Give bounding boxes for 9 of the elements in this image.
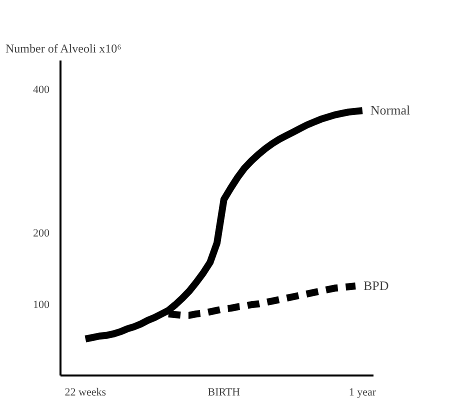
y-tick-label: 400 [33, 84, 50, 96]
y-tick-label: 100 [33, 298, 50, 311]
y-tick-label: 200 [33, 227, 50, 240]
x-tick-label: 1 year [348, 386, 376, 398]
series-label: BPD [363, 278, 389, 294]
y-axis-title: Number of Alveoli x10⁶ [6, 42, 122, 56]
x-tick-label: 22 weeks [64, 386, 106, 398]
x-tick-label: BIRTH [208, 386, 240, 398]
series-label: Normal [370, 102, 411, 118]
